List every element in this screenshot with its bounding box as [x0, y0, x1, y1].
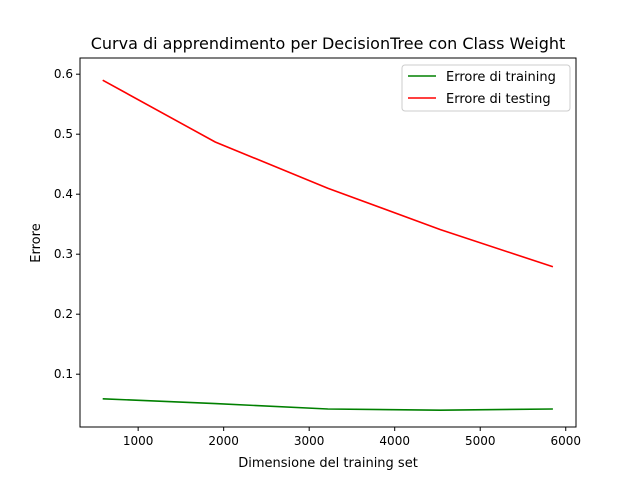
x-tick-label: 1000 [123, 434, 154, 448]
y-tick-label: 0.2 [54, 307, 73, 321]
chart-title: Curva di apprendimento per DecisionTree … [91, 34, 566, 53]
legend-label-0: Errore di training [446, 70, 556, 85]
y-tick-label: 0.6 [54, 67, 73, 81]
legend: Errore di training Errore di testing [401, 64, 571, 112]
x-tick-label: 2000 [208, 434, 239, 448]
y-tick-label: 0.5 [54, 127, 73, 141]
y-tick-label: 0.4 [54, 187, 73, 201]
series-line-0 [102, 398, 553, 412]
plot-frame [79, 57, 577, 428]
y-axis-ticks: 0.1 0.2 0.3 0.4 0.5 0.6 [54, 67, 80, 381]
y-tick-label: 0.3 [54, 247, 73, 261]
y-axis-label: Errore [29, 223, 44, 262]
plot-lines [102, 79, 554, 412]
series-line-1 [102, 79, 554, 268]
legend-box [401, 64, 571, 112]
x-tick-label: 3000 [294, 434, 325, 448]
y-tick-label: 0.1 [54, 367, 73, 381]
x-tick-label: 4000 [379, 434, 410, 448]
x-axis-ticks: 1000 2000 3000 4000 5000 6000 [123, 427, 581, 448]
x-axis-label: Dimensione del training set [238, 456, 418, 471]
x-tick-label: 5000 [465, 434, 496, 448]
legend-label-1: Errore di testing [446, 92, 551, 107]
x-tick-label: 6000 [550, 434, 581, 448]
